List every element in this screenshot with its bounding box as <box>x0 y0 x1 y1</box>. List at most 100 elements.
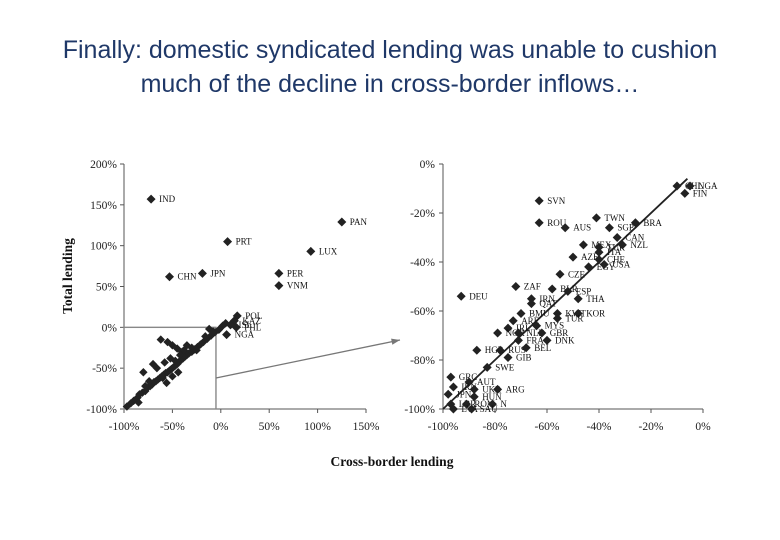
right-point-label: BEL <box>534 343 551 353</box>
right-point-label: NLD <box>526 328 545 338</box>
left-scatter-point <box>164 272 174 282</box>
right-scatter-point <box>467 404 477 414</box>
right-point-label: MEX <box>591 240 612 250</box>
left-point-label: PHL <box>244 322 261 332</box>
right-scatter-point <box>511 282 521 291</box>
right-point-label: CHE <box>607 255 626 265</box>
left-x-tick-label: 150% <box>353 421 380 433</box>
left-scatter-point <box>222 330 232 340</box>
left-scatter-point <box>156 335 165 344</box>
right-point-label: ZAF <box>524 282 541 292</box>
zoom-connector <box>215 338 401 379</box>
left-x-tick-label: -100% <box>109 421 140 433</box>
fit-line <box>442 178 689 410</box>
right-scatter-point <box>521 343 531 353</box>
right-scatter-point <box>630 218 640 228</box>
right-scatter-point <box>594 255 604 265</box>
left-y-tick-label: 0% <box>102 322 118 334</box>
right-point-label: N <box>500 399 507 409</box>
left-y-tick-label: 150% <box>90 200 117 212</box>
right-scatter-point <box>534 218 544 228</box>
right-x-tick-label: -40% <box>587 421 612 433</box>
right-scatter-point <box>612 233 622 242</box>
right-scatter-point <box>573 308 583 318</box>
right-scatter-point <box>547 284 557 294</box>
right-point-label: SAU <box>480 404 499 414</box>
right-scatter-point <box>503 353 513 363</box>
slide-title-line-1: Finally: domestic syndicated lending was… <box>62 36 718 64</box>
left-y-tick-label: -50% <box>92 363 117 375</box>
right-scatter-point <box>472 345 482 355</box>
left-scatter-point <box>144 377 154 386</box>
left-point-label: PER <box>287 268 304 278</box>
right-point-label: CZE <box>568 269 586 279</box>
left-scatter-point <box>139 368 148 377</box>
right-scatter-point <box>464 377 474 387</box>
right-scatter-point <box>487 399 497 409</box>
right-scatter-point <box>493 384 503 394</box>
left-point-label: VNM <box>287 281 308 291</box>
right-scatter-point <box>448 382 458 392</box>
left-scatter-point <box>231 322 241 332</box>
left-scatter-point <box>171 356 180 366</box>
zoom-box <box>123 326 217 410</box>
right-scatter-point <box>672 181 682 191</box>
right-scatter-point <box>552 308 562 318</box>
left-scatter-point <box>162 378 171 388</box>
connector-arrow-line <box>215 339 401 379</box>
right-point-label: ARG <box>506 384 526 394</box>
right-scatter-point <box>573 294 583 304</box>
right-scatter-point <box>443 389 453 399</box>
right-scatter-point <box>493 328 503 338</box>
right-scatter-point <box>555 269 565 279</box>
right-point-label: UKR <box>482 384 501 394</box>
left-scatter-point <box>197 268 207 278</box>
right-point-label: ROU <box>547 218 567 228</box>
right-scatter-point <box>537 328 547 338</box>
left-y-tick-label: 100% <box>90 241 117 253</box>
right-point-label: BMU <box>529 308 550 318</box>
right-x-tick-label: -20% <box>639 421 664 433</box>
right-scatter-point <box>552 313 562 323</box>
right-y-tick-label: -100% <box>404 404 435 416</box>
right-point-label: THA <box>586 294 605 304</box>
right-scatter-point <box>578 240 588 250</box>
left-point-label: KAZ <box>242 316 260 326</box>
right-point-label: RUS <box>508 345 526 355</box>
left-point-label: NGA <box>235 330 255 340</box>
right-scatter-point <box>591 213 601 223</box>
right-scatter-point <box>469 384 479 394</box>
right-scatter-point <box>617 240 627 250</box>
right-point-label: GBR <box>550 328 569 338</box>
right-x-tick-label: 0% <box>695 421 711 433</box>
right-x-tick-label: -100% <box>428 421 459 433</box>
left-scatter-point <box>141 381 150 391</box>
left-scatter-point <box>134 398 143 407</box>
left-scatter-panel: 200% 150% 100% 50% 0% -50% -100% -100% -50% 0% 50%… <box>86 159 380 433</box>
right-y-tick-label: -80% <box>410 355 435 367</box>
left-point-label: PRT <box>236 237 252 247</box>
left-x-tick-label: 100% <box>304 421 331 433</box>
right-scatter-point <box>563 286 573 296</box>
right-scatter-point <box>594 247 604 257</box>
right-point-label: GIB <box>516 353 532 363</box>
left-scatter-point <box>274 281 284 291</box>
right-scatter-point <box>560 223 570 233</box>
left-scatter-point <box>337 217 347 227</box>
right-scatter-point <box>534 196 544 206</box>
left-scatter-point <box>274 268 284 278</box>
right-point-label: ITA <box>607 247 622 257</box>
left-scatter-point <box>174 368 183 377</box>
left-point-label: IND <box>159 194 175 204</box>
right-scatter-point <box>456 291 466 301</box>
right-scatter-point <box>513 335 523 345</box>
left-scatter-point <box>192 346 201 355</box>
slide-title-line-2: much of the decline in cross-border infl… <box>140 70 640 98</box>
right-point-label: SWE <box>495 362 515 372</box>
right-scatter-point <box>446 372 456 382</box>
right-x-tick-label: -80% <box>483 421 508 433</box>
right-scatter-point <box>513 328 523 338</box>
right-point-label: HUN <box>482 392 502 402</box>
